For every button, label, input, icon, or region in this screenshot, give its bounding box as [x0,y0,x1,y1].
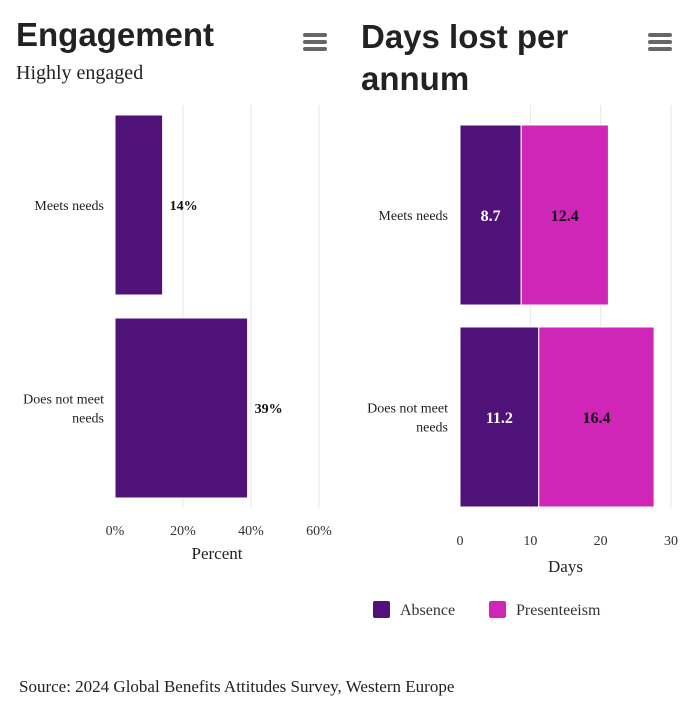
days-lost-chart-title: Days lost per annum [361,18,569,97]
x-tick-label: 20 [594,534,608,549]
legend-swatch-presenteeism [489,601,506,618]
bar-presenteeism [538,326,655,508]
x-tick-label: 30 [664,534,678,549]
engagement-chart-title: Engagement [16,16,215,53]
x-tick-label: 0 [457,534,464,549]
bar-highly-engaged [114,114,164,296]
data-label: 39% [255,402,283,417]
bar-absence [459,124,522,306]
legend-swatch-absence [373,601,390,618]
source-note: Source: 2024 Global Benefits Attitudes S… [19,677,455,696]
x-tick-label: 0% [106,524,125,539]
category-label: Does not meet needs [367,402,448,436]
data-label: 12.4 [551,208,579,225]
bar-highly-engaged [114,317,249,499]
legend-label-absence: Absence [400,602,455,619]
data-label: 14% [170,199,198,214]
category-label: Does not meet needs [23,393,104,427]
category-label: Meets needs [34,199,104,214]
bar-presenteeism [520,124,609,306]
hamburger-menu-icon[interactable] [648,33,672,53]
category-label: Meets needs [378,209,448,224]
x-tick-label: 10 [523,534,537,549]
data-label: 8.7 [481,208,501,225]
x-axis-title: Percent [192,544,243,563]
x-tick-label: 60% [306,524,332,539]
x-axis-title: Days [548,557,583,576]
engagement-chart-subtitle: Highly engaged [16,62,144,84]
hamburger-menu-icon[interactable] [303,33,327,53]
x-tick-label: 20% [170,524,196,539]
data-label: 16.4 [582,410,610,427]
data-label: 11.2 [486,410,513,427]
legend-label-presenteeism: Presenteeism [516,602,601,619]
x-tick-label: 40% [238,524,264,539]
